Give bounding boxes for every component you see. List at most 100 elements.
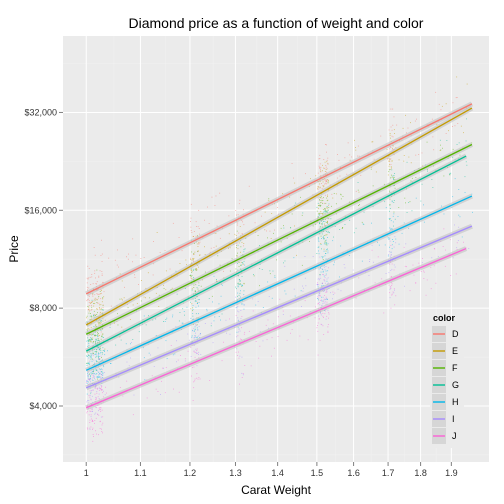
scatter-point	[392, 221, 394, 223]
scatter-point	[236, 307, 238, 309]
scatter-point	[98, 349, 100, 351]
scatter-point	[450, 275, 452, 276]
scatter-point	[94, 413, 96, 415]
scatter-point	[423, 271, 425, 273]
scatter-point	[102, 298, 104, 300]
scatter-point	[250, 365, 252, 367]
trend-line-E	[85, 107, 473, 326]
scatter-point	[242, 262, 244, 264]
scatter-point	[318, 294, 320, 296]
scatter-point	[92, 421, 94, 422]
scatter-point	[406, 161, 408, 163]
scatter-point	[92, 350, 94, 352]
scatter-point	[322, 312, 324, 314]
scatter-point	[435, 91, 437, 93]
scatter-point	[93, 375, 95, 377]
scatter-point	[127, 258, 129, 260]
scatter-point	[223, 341, 224, 343]
scatter-point	[266, 339, 268, 341]
scatter-point	[90, 426, 92, 428]
scatter-point	[94, 420, 96, 421]
scatter-point	[96, 269, 98, 271]
scatter-point	[94, 294, 96, 296]
scatter-point	[198, 266, 199, 268]
scatter-point	[390, 287, 392, 289]
scatter-point	[472, 211, 473, 213]
scatter-point	[316, 284, 318, 285]
scatter-point	[454, 125, 456, 127]
scatter-point	[436, 123, 438, 125]
scatter-point	[452, 148, 454, 150]
scatter-point	[391, 135, 393, 137]
scatter-point	[119, 298, 121, 300]
scatter-point	[456, 76, 458, 78]
scatter-point	[241, 276, 243, 277]
scatter-point	[449, 174, 451, 176]
scatter-point	[327, 326, 329, 328]
scatter-point	[326, 144, 327, 146]
scatter-point	[320, 171, 322, 173]
scatter-point	[340, 290, 342, 292]
scatter-point	[369, 259, 371, 260]
scatter-point	[253, 274, 254, 275]
scatter-point	[392, 177, 394, 179]
scatter-point	[95, 412, 97, 414]
scatter-point	[391, 169, 393, 171]
scatter-point	[193, 351, 195, 353]
scatter-point	[176, 293, 178, 295]
scatter-point	[198, 313, 199, 315]
scatter-point	[100, 298, 102, 300]
scatter-point	[391, 174, 392, 176]
scatter-point	[198, 302, 200, 303]
scatter-point	[243, 209, 244, 211]
scatter-point	[92, 410, 93, 412]
scatter-point	[90, 381, 91, 383]
scatter-point	[322, 325, 324, 327]
scatter-point	[241, 377, 243, 378]
scatter-point	[328, 312, 330, 314]
scatter-point	[349, 219, 351, 221]
scatter-point	[390, 126, 392, 128]
scatter-point	[322, 274, 324, 276]
scatter-point	[113, 322, 115, 324]
scatter-point	[134, 277, 136, 278]
y-axis-ticks: $4,000$8,000$16,000$32,000	[24, 107, 63, 411]
scatter-point	[461, 236, 463, 238]
scatter-point	[322, 274, 324, 275]
scatter-point	[96, 369, 98, 371]
scatter-point	[241, 327, 242, 329]
scatter-point	[238, 294, 240, 296]
scatter-point	[183, 311, 185, 312]
scatter-point	[173, 388, 174, 390]
scatter-point	[138, 284, 139, 285]
scatter-point	[190, 269, 192, 271]
scatter-point	[317, 298, 318, 299]
x-axis-ticks: 1 1.1 1.2 1.3 1.4 1.5 1.6 1.7 1.8 1.9	[84, 462, 458, 478]
scatter-point	[362, 223, 364, 225]
scatter-point	[466, 164, 468, 166]
scatter-point	[99, 270, 101, 272]
scatter-point	[97, 370, 99, 372]
scatter-point	[190, 221, 191, 222]
scatter-point	[420, 271, 422, 272]
scatter-point	[262, 340, 264, 342]
scatter-point	[97, 299, 98, 301]
scatter-point	[323, 237, 325, 239]
scatter-point	[325, 210, 326, 212]
scatter-point	[243, 243, 245, 244]
scatter-point	[229, 247, 231, 249]
scatter-point	[280, 241, 282, 243]
scatter-point	[99, 387, 101, 389]
scatter-point	[321, 299, 322, 301]
scatter-point	[96, 302, 98, 303]
scatter-point	[321, 238, 322, 239]
scatter-point	[198, 326, 200, 327]
scatter-point	[412, 264, 414, 266]
scatter-point	[93, 333, 94, 335]
scatter-point	[388, 251, 390, 253]
scatter-point	[97, 321, 99, 323]
scatter-point	[390, 158, 392, 160]
scatter-point	[89, 276, 91, 278]
scatter-point	[91, 357, 92, 359]
legend-label-D: D	[452, 329, 459, 339]
